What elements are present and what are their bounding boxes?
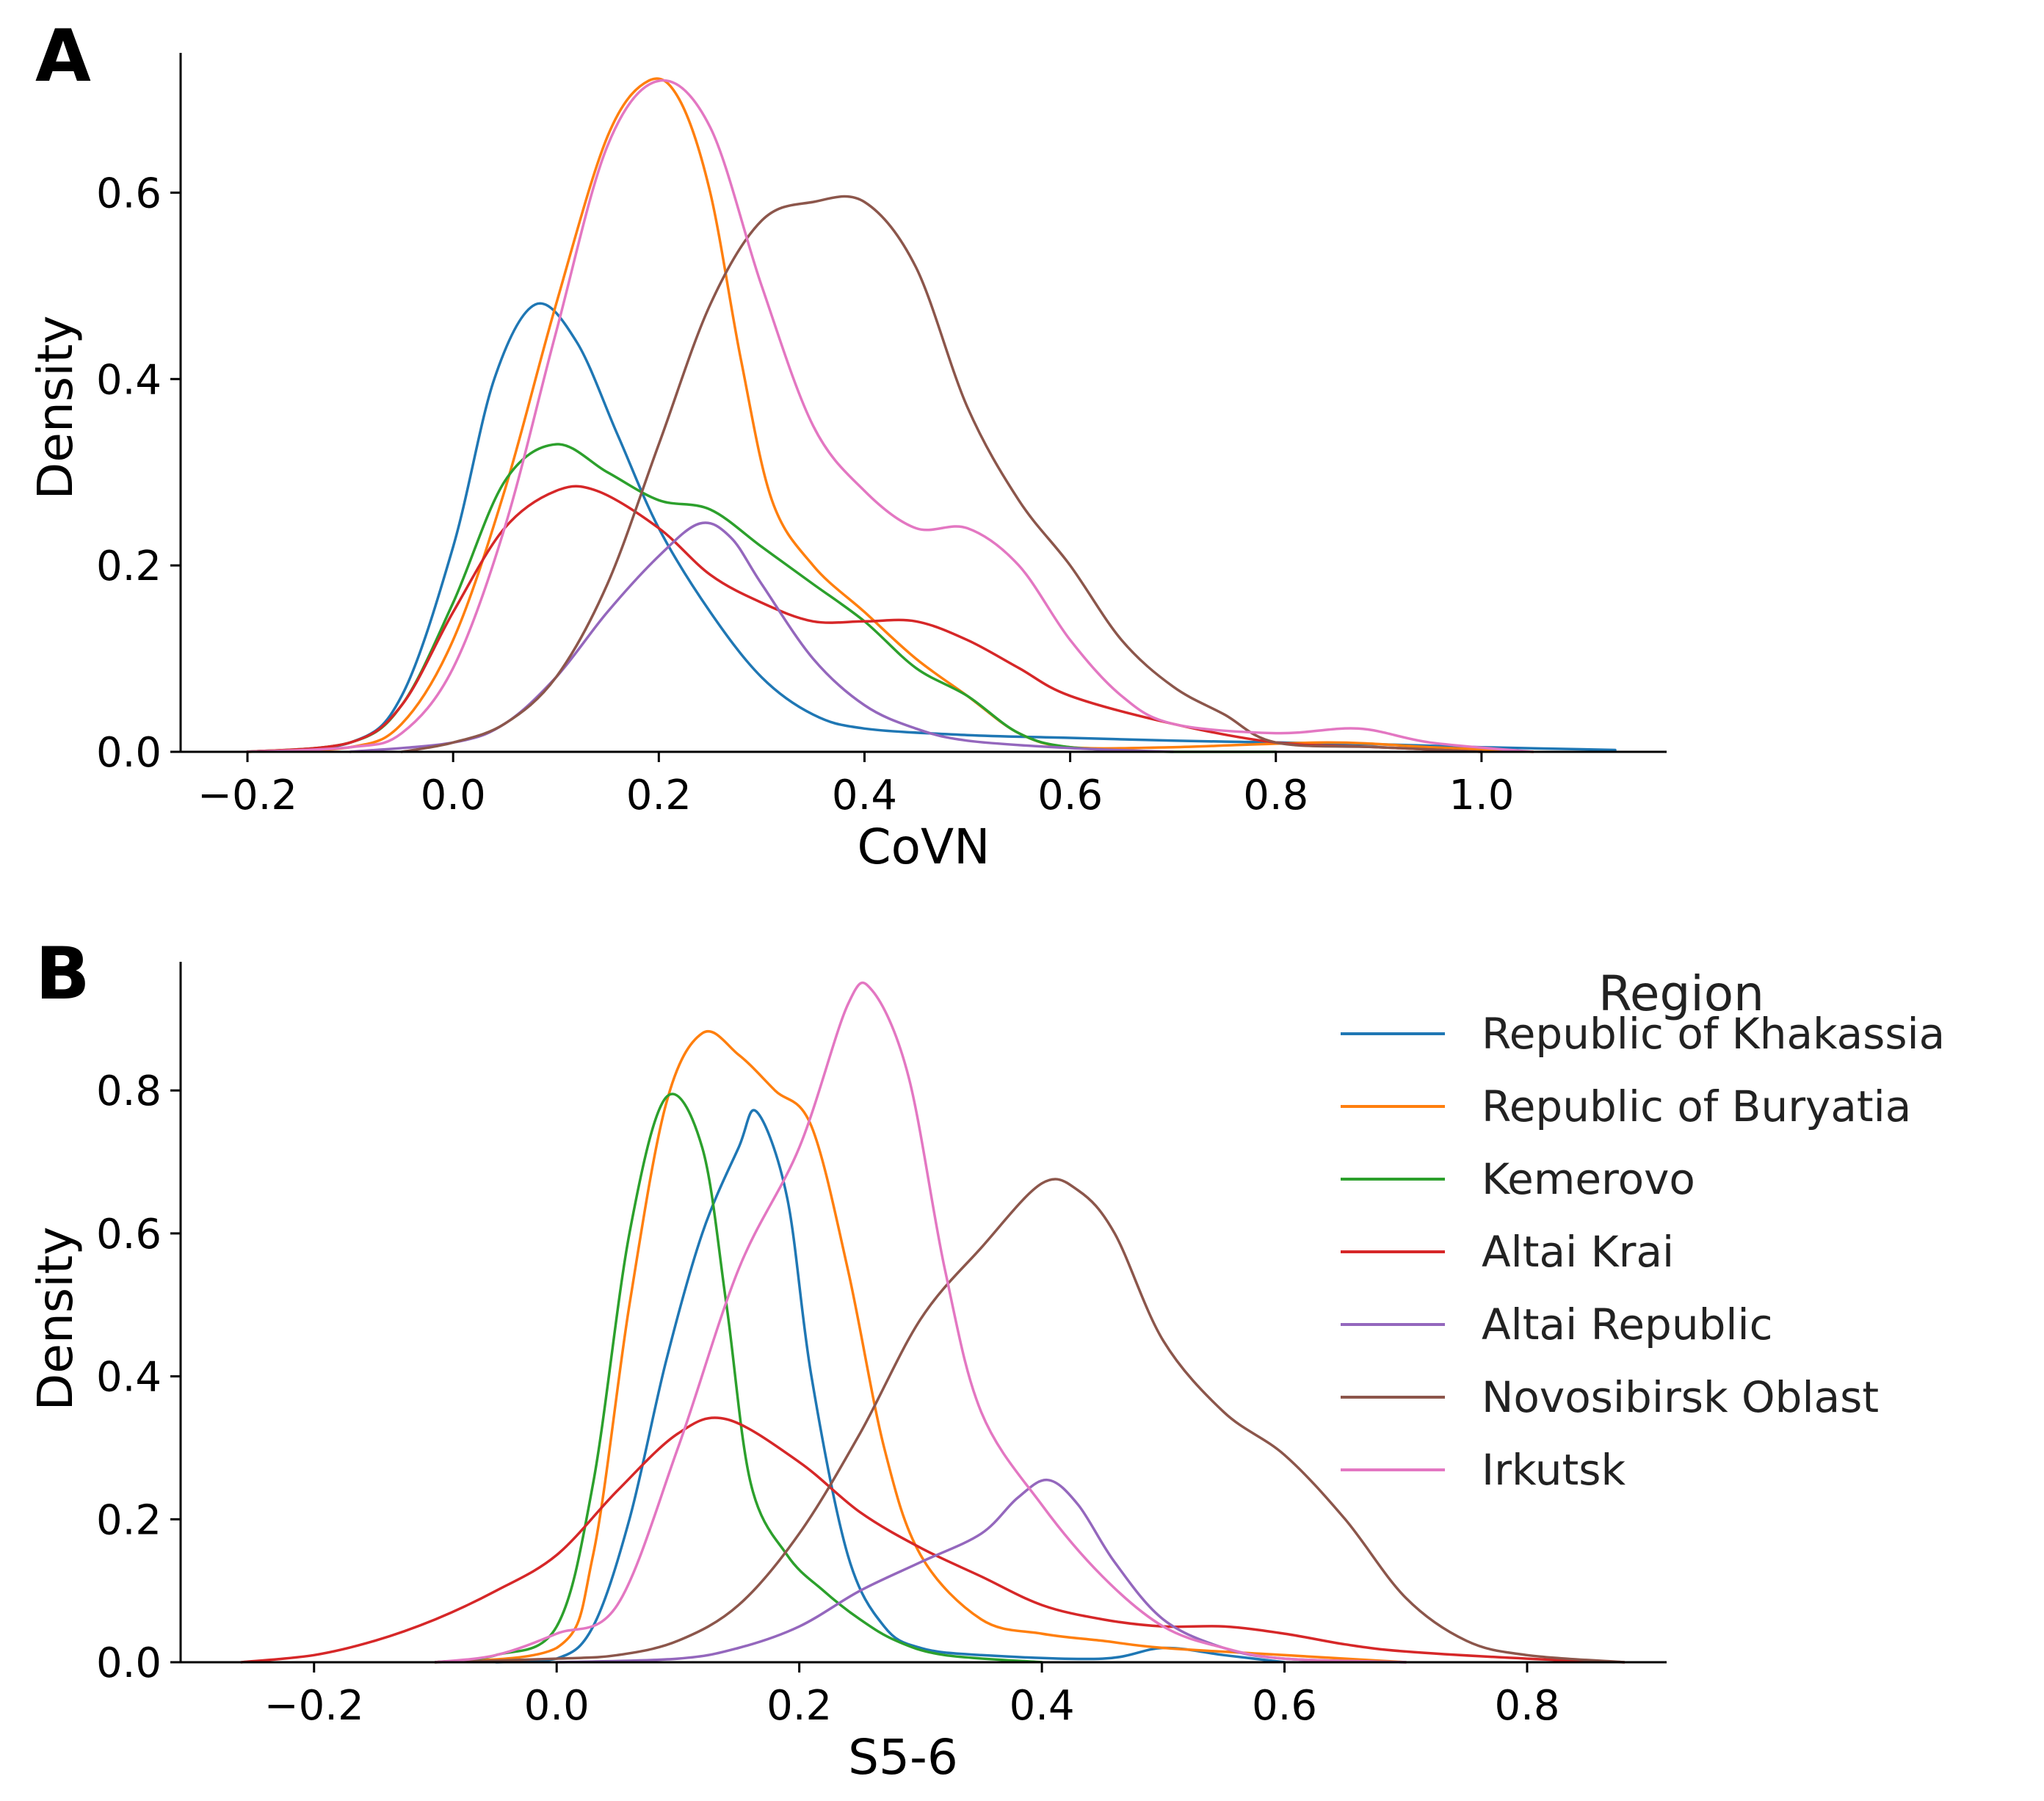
legend-item-altai-republic: Altai Republic [1341, 1300, 1773, 1349]
panel-a-curves [246, 77, 1617, 753]
panel-a-x-tick-label: 0.4 [832, 772, 897, 819]
panel-a: A −0.2 0.0 0.2 0.4 0.6 0.8 1.0 0.0 0.2 0.4 0.6 Co… [27, 15, 1667, 875]
panel-a-x-tick-label: 0.0 [421, 772, 486, 819]
panel-a-y-tick-label: 0.4 [96, 356, 162, 404]
panel-b-y-ticks: 0.0 0.2 0.4 0.6 0.8 [96, 1068, 181, 1687]
panel-b-letter: B [35, 932, 90, 1016]
panel-a-series-novosibirsk-oblast [400, 195, 1483, 753]
panel-a-letter: A [35, 15, 91, 98]
panel-b-y-tick-label: 0.2 [96, 1496, 162, 1544]
panel-b-series-republic-of-buryatia [434, 1030, 1407, 1664]
panel-b-x-tick-label: −0.2 [264, 1682, 364, 1730]
panel-a-y-tick-label: 0.2 [96, 543, 162, 590]
panel-a-series-republic-of-buryatia [246, 77, 1534, 753]
legend-item-republic-of-khakassia: Republic of Khakassia [1341, 1009, 1945, 1059]
panel-a-y-tick-label: 0.0 [96, 729, 162, 777]
panel-a-y-ticks: 0.0 0.2 0.4 0.6 [96, 170, 181, 777]
panel-b-series-republic-of-khakassia [494, 1109, 1286, 1664]
panel-a-series-irkutsk [246, 79, 1534, 753]
panel-b-x-tick-label: 0.0 [524, 1682, 590, 1730]
legend-label: Republic of Khakassia [1482, 1009, 1945, 1059]
panel-b-y-tick-label: 0.8 [96, 1068, 162, 1115]
panel-a-x-tick-label: −0.2 [197, 772, 297, 819]
panel-a-y-tick-label: 0.6 [96, 170, 162, 217]
legend-item-kemerovo: Kemerovo [1341, 1154, 1695, 1204]
panel-a-x-axis-label: CoVN [858, 819, 990, 875]
legend-items: Republic of Khakassia Republic of Buryati… [1341, 1009, 1945, 1495]
panel-b: B −0.2 0.0 0.2 0.4 0.6 0.8 0.0 0.2 0.4 0.6 0.8 S5… [27, 932, 1945, 1786]
legend-label: Kemerovo [1482, 1154, 1695, 1204]
panel-b-x-axis-label: S5-6 [848, 1729, 958, 1786]
legend-label: Altai Krai [1482, 1227, 1674, 1277]
legend-label: Irkutsk [1482, 1445, 1626, 1495]
legend-label: Republic of Buryatia [1482, 1081, 1911, 1131]
panel-b-curves [239, 981, 1626, 1664]
legend-item-republic-of-buryatia: Republic of Buryatia [1341, 1081, 1911, 1131]
panel-b-y-tick-label: 0.4 [96, 1354, 162, 1402]
panel-a-x-tick-label: 0.2 [626, 772, 692, 819]
legend-label: Altai Republic [1482, 1300, 1773, 1349]
panel-b-series-irkutsk [434, 981, 1407, 1664]
panel-b-x-tick-label: 0.6 [1252, 1682, 1317, 1730]
panel-b-series-kemerovo [434, 1092, 1043, 1664]
panel-b-x-tick-label: 0.8 [1494, 1682, 1559, 1730]
panel-a-series-altai-republic [349, 521, 1175, 753]
panel-b-series-altai-krai [239, 1416, 1626, 1664]
panel-a-x-ticks: −0.2 0.0 0.2 0.4 0.6 0.8 1.0 [197, 752, 1514, 819]
panel-a-y-axis-label: Density [27, 316, 84, 500]
panel-b-x-tick-label: 0.2 [766, 1682, 832, 1730]
legend-item-altai-krai: Altai Krai [1341, 1227, 1674, 1277]
legend-item-novosibirsk-oblast: Novosibirsk Oblast [1341, 1372, 1879, 1422]
panel-b-x-tick-label: 0.4 [1010, 1682, 1075, 1730]
panel-a-x-tick-label: 1.0 [1449, 772, 1514, 819]
panel-b-y-tick-label: 0.6 [96, 1211, 162, 1258]
panel-b-y-axis-label: Density [27, 1227, 84, 1411]
legend-title: Region [1598, 965, 1764, 1022]
panel-b-x-ticks: −0.2 0.0 0.2 0.4 0.6 0.8 [264, 1662, 1560, 1730]
panel-a-series-kemerovo [246, 443, 1278, 753]
legend-label: Novosibirsk Oblast [1482, 1372, 1879, 1422]
panel-b-series-novosibirsk-oblast [434, 1178, 1626, 1664]
panel-b-y-tick-label: 0.0 [96, 1639, 162, 1687]
panel-a-x-tick-label: 0.6 [1037, 772, 1103, 819]
panel-a-x-tick-label: 0.8 [1243, 772, 1308, 819]
panel-a-series-republic-of-khakassia [246, 302, 1617, 753]
panel-b-series-altai-republic [555, 1479, 1407, 1664]
legend-item-irkutsk: Irkutsk [1341, 1445, 1626, 1495]
